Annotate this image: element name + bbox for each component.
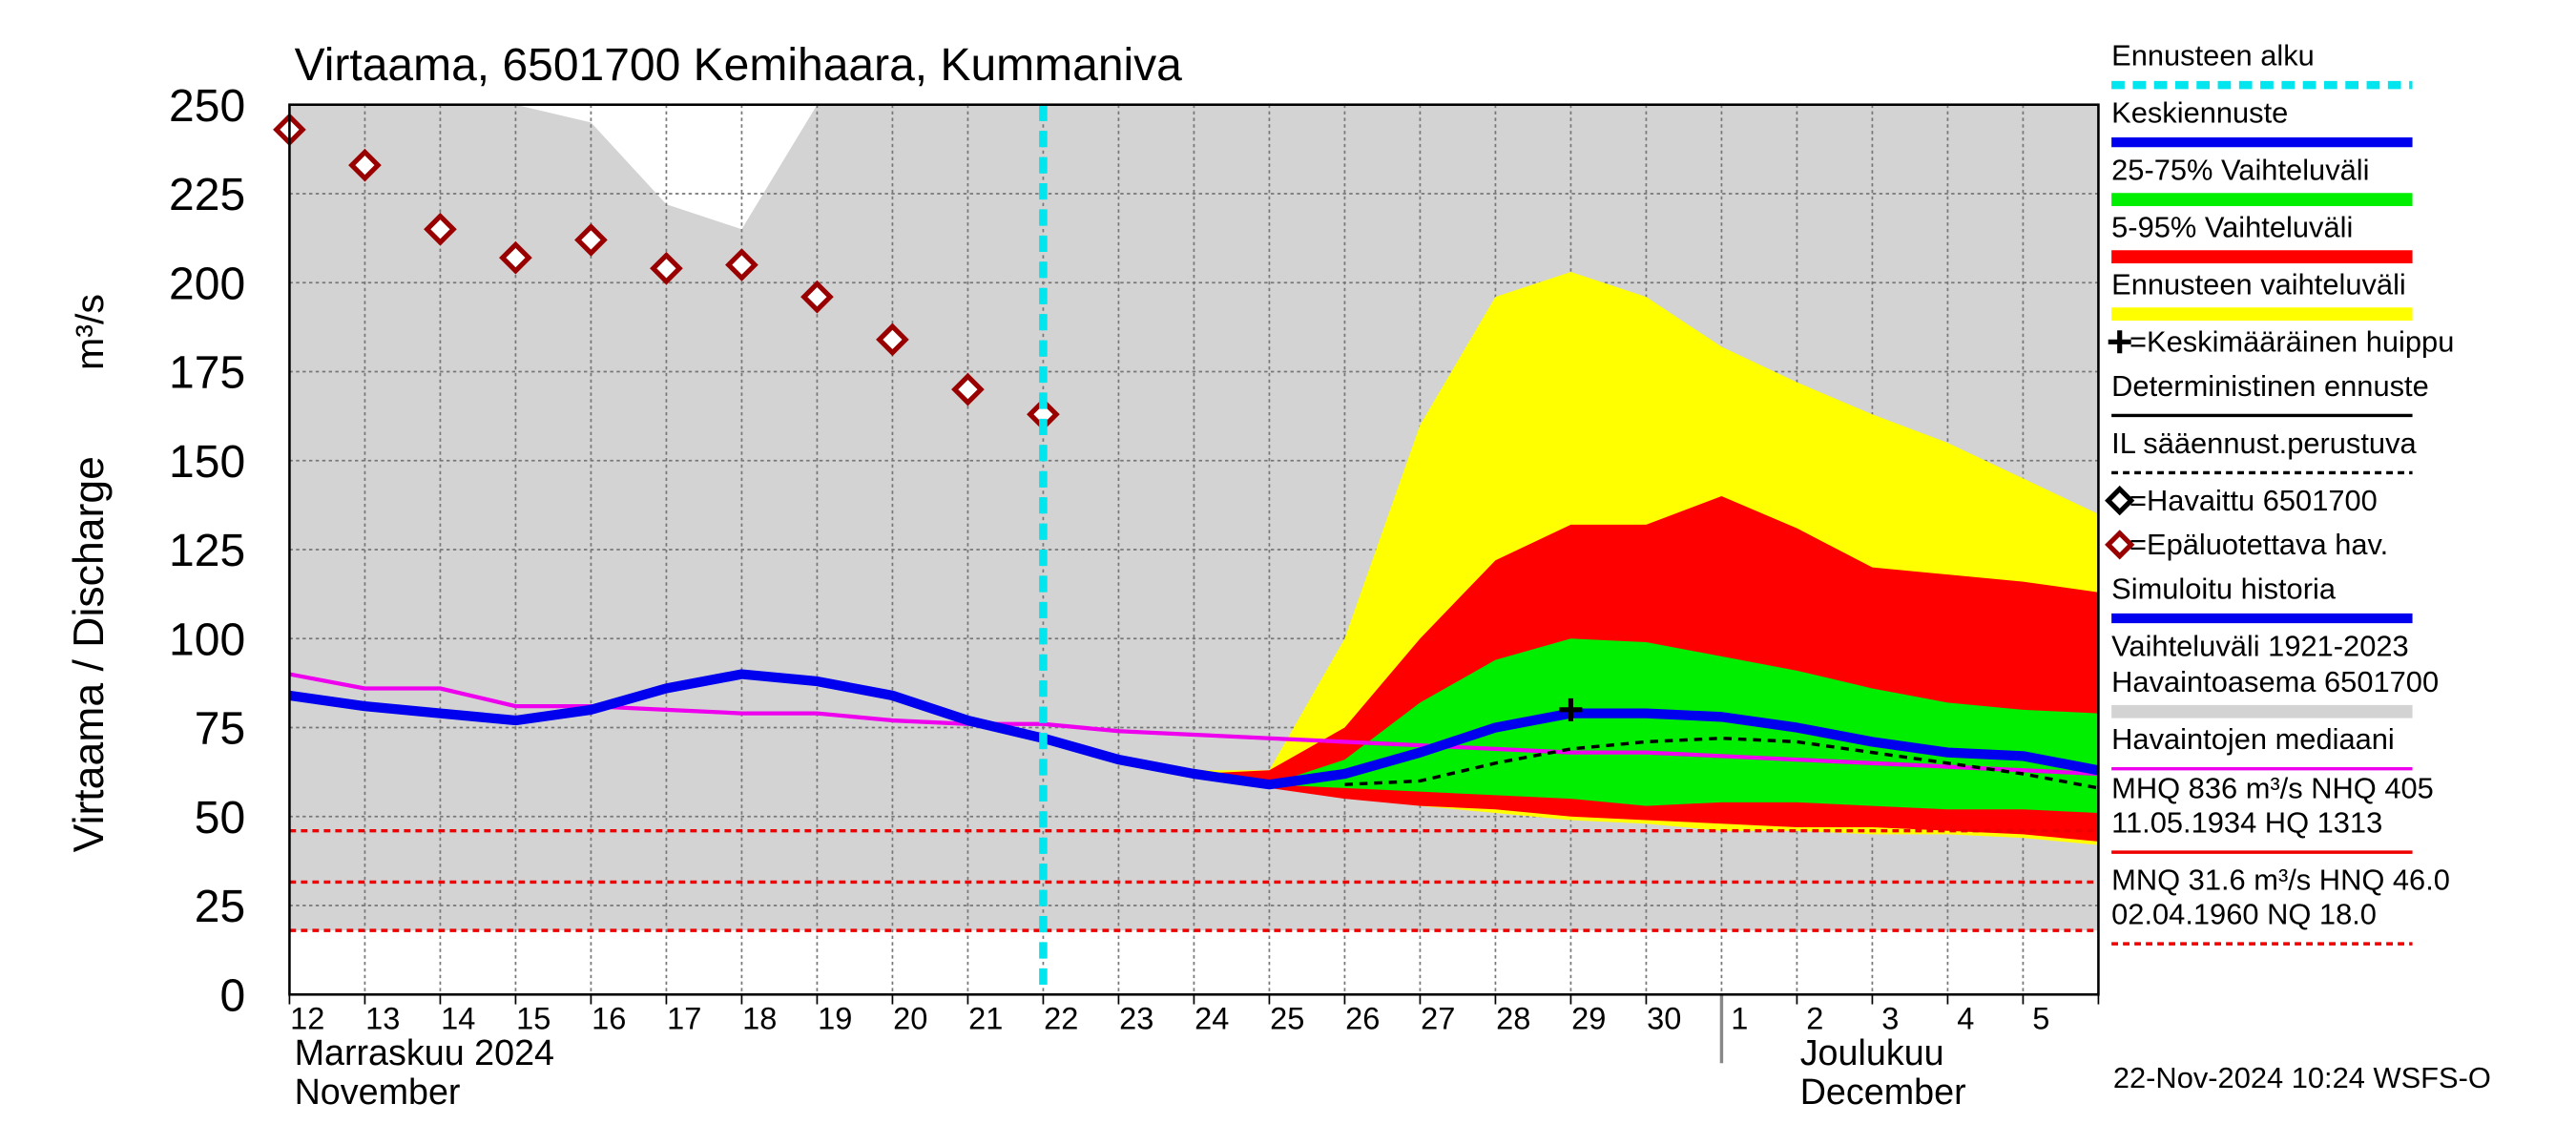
legend-label: Havaintojen mediaani [2111, 722, 2395, 756]
x-tick-label: 23 [1119, 1001, 1153, 1035]
y-tick-label: 0 [219, 970, 245, 1021]
x-tick-label: 30 [1647, 1001, 1681, 1035]
x-tick-label: 2 [1806, 1001, 1823, 1035]
x-tick-label: 12 [290, 1001, 324, 1035]
peak-marker [1559, 697, 1583, 721]
legend-label: Keskiennuste [2111, 96, 2288, 130]
y-tick-label: 25 [195, 882, 245, 932]
stats-label: 11.05.1934 HQ 1313 [2111, 806, 2382, 840]
point [800, 280, 834, 314]
legend-label: IL sääennust.perustuva [2111, 427, 2417, 460]
legend-label: Havaintoasema 6501700 [2111, 665, 2439, 698]
legend-label: =Epäluotettava hav. [2129, 528, 2388, 561]
legend-label: Deterministinen ennuste [2111, 369, 2429, 403]
y-tick-label: 200 [169, 259, 245, 309]
x-tick-label: 25 [1270, 1001, 1304, 1035]
y-axis-unit: m³/s [68, 294, 112, 370]
x-tick-label: 21 [968, 1001, 1003, 1035]
point [574, 223, 608, 257]
chart-title: Virtaama, 6501700 Kemihaara, Kummaniva [295, 40, 1183, 91]
legend-symbol [2105, 485, 2135, 516]
month-label: November [295, 1072, 461, 1112]
line [288, 669, 1045, 743]
x-tick-label: 18 [742, 1001, 777, 1035]
point [650, 251, 683, 285]
y-tick-label: 250 [169, 81, 245, 132]
legend-label: 5-95% Vaihteluväli [2111, 211, 2353, 244]
x-tick-label: 3 [1881, 1001, 1899, 1035]
x-tick-label: 24 [1195, 1001, 1229, 1035]
axes-frame [288, 103, 2100, 996]
legend-symbol [2108, 330, 2131, 354]
y-axis-title: Virtaama / Discharge [66, 456, 113, 852]
point [951, 372, 985, 406]
stats-label: MNQ 31.6 m³/s HNQ 46.0 [2111, 864, 2450, 897]
x-tick-label: 19 [818, 1001, 852, 1035]
point [876, 323, 909, 357]
point [499, 240, 532, 275]
x-tick-label: 4 [1957, 1001, 1974, 1035]
month-label: Joulukuu [1800, 1032, 1944, 1072]
legend-label: Simuloitu historia [2111, 572, 2337, 605]
y-tick-label: 125 [169, 526, 245, 576]
x-tick-label: 28 [1496, 1001, 1530, 1035]
month-label: Marraskuu 2024 [295, 1032, 554, 1072]
timestamp: 22-Nov-2024 10:24 WSFS-O [2113, 1061, 2491, 1094]
y-tick-label: 100 [169, 614, 245, 665]
legend-symbol [2105, 530, 2135, 560]
point [348, 148, 382, 182]
y-tick-label: 150 [169, 437, 245, 488]
x-tick-label: 1 [1731, 1001, 1748, 1035]
legend-label: =Keskimääräinen huippu [2129, 325, 2454, 359]
legend-label: Ennusteen alku [2111, 39, 2315, 73]
x-tick-label: 15 [516, 1001, 551, 1035]
x-tick-label: 17 [667, 1001, 701, 1035]
stats-label: MHQ 836 m³/s NHQ 405 [2111, 772, 2434, 805]
legend-label: 25-75% Vaihteluväli [2111, 154, 2369, 187]
y-tick-label: 50 [195, 793, 245, 843]
x-tick-label: 27 [1421, 1001, 1455, 1035]
x-tick-label: 16 [592, 1001, 626, 1035]
x-tick-label: 14 [441, 1001, 475, 1035]
dashed-line [1344, 736, 2099, 790]
point [424, 212, 457, 246]
legend-label: Vaihteluväli 1921-2023 [2111, 629, 2409, 662]
x-tick-label: 29 [1571, 1001, 1606, 1035]
month-label: December [1800, 1072, 1966, 1112]
legend-label: Ennusteen vaihteluväli [2111, 268, 2406, 302]
stats-label: 02.04.1960 NQ 18.0 [2111, 898, 2377, 931]
x-tick-label: 5 [2032, 1001, 2049, 1035]
point [725, 248, 758, 281]
y-tick-label: 225 [169, 170, 245, 220]
legend-label: =Havaittu 6501700 [2129, 484, 2378, 517]
x-tick-label: 26 [1345, 1001, 1380, 1035]
x-tick-label: 13 [365, 1001, 400, 1035]
y-tick-label: 75 [195, 704, 245, 755]
x-tick-label: 20 [893, 1001, 927, 1035]
range-band [1194, 638, 2099, 814]
y-tick-label: 175 [169, 348, 245, 399]
x-tick-label: 22 [1044, 1001, 1078, 1035]
